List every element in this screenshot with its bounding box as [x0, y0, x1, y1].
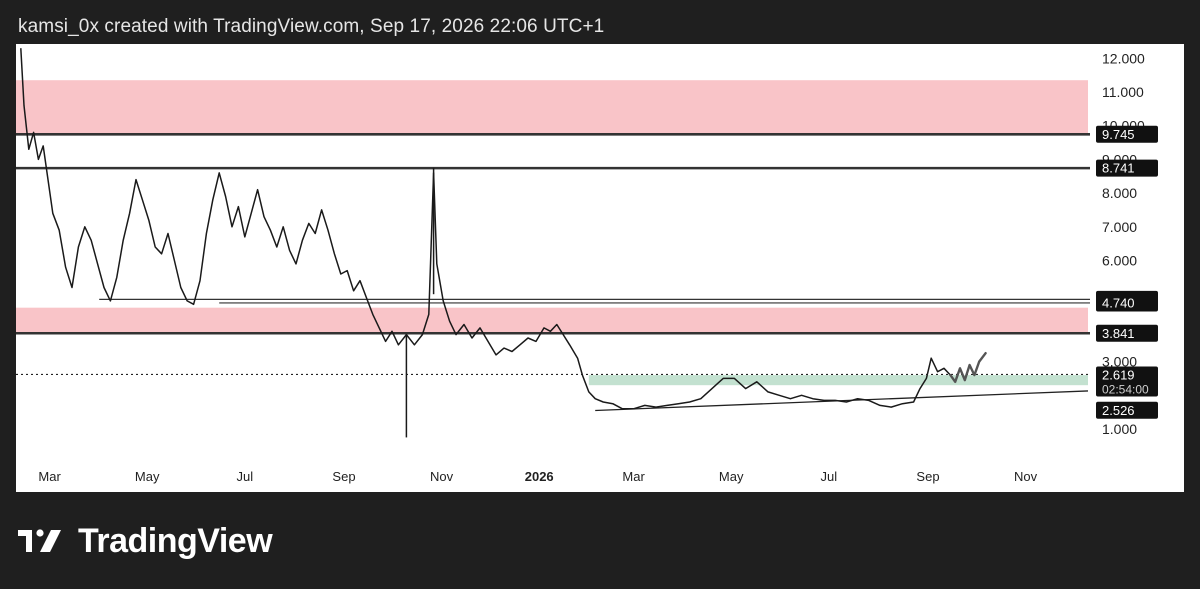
price-tag-bg [1096, 324, 1158, 342]
chart-attribution: kamsi_0x created with TradingView.com, S… [18, 16, 605, 37]
price-tag-label: 9.745 [1102, 127, 1135, 142]
price-tag-bg [1096, 294, 1158, 312]
price-tag-label: 8.741 [1102, 161, 1135, 176]
y-tick-label: 12.000 [1102, 50, 1145, 66]
price-tag-bg [1096, 366, 1158, 397]
price-tag-sublabel: 02:54:00 [1102, 382, 1149, 396]
resistance-zone-0 [16, 80, 1088, 135]
y-tick-label: 1.000 [1102, 421, 1137, 437]
price-tag-label: 2.619 [1102, 367, 1135, 382]
price-line [20, 48, 951, 410]
chart-canvas[interactable]: 1.0003.0006.0007.0008.0009.00010.00011.0… [16, 44, 1184, 492]
y-tick-label: 11.000 [1102, 84, 1144, 100]
brand-footer: TradingView [18, 519, 273, 563]
support-zone-2 [588, 375, 1088, 386]
price-tag-bg [1096, 159, 1158, 177]
price-tag-label: 3.841 [1102, 326, 1135, 341]
x-tick-label: Jul [820, 469, 837, 484]
tradingview-logo-icon [18, 529, 61, 552]
x-tick-label: 2026 [525, 469, 554, 484]
x-tick-label: May [719, 469, 744, 484]
projection-path [949, 352, 987, 383]
x-tick-label: Mar [38, 469, 61, 484]
y-tick-label: 8.000 [1102, 185, 1137, 201]
y-tick-label: 3.000 [1102, 354, 1137, 370]
x-tick-label: Mar [622, 469, 645, 484]
price-tag-bg [1096, 401, 1158, 419]
x-tick-label: Nov [1014, 469, 1038, 484]
x-tick-label: Jul [236, 469, 253, 484]
brand-name: TradingView [78, 521, 273, 560]
price-tag-label: 2.526 [1102, 403, 1135, 418]
price-tag-bg [1096, 125, 1158, 143]
x-tick-label: Sep [332, 469, 355, 484]
x-tick-label: May [135, 469, 160, 484]
price-tag-label: 4.740 [1102, 295, 1135, 310]
x-tick-label: Nov [430, 469, 454, 484]
price-chart[interactable]: 1.000 3.000 6.000 7.000 8.000 9.000 10.000 11.0… [16, 44, 1184, 492]
x-tick-label: Sep [916, 469, 939, 484]
y-tick-label: 7.000 [1102, 219, 1137, 235]
y-tick-label: 6.000 [1102, 253, 1137, 269]
